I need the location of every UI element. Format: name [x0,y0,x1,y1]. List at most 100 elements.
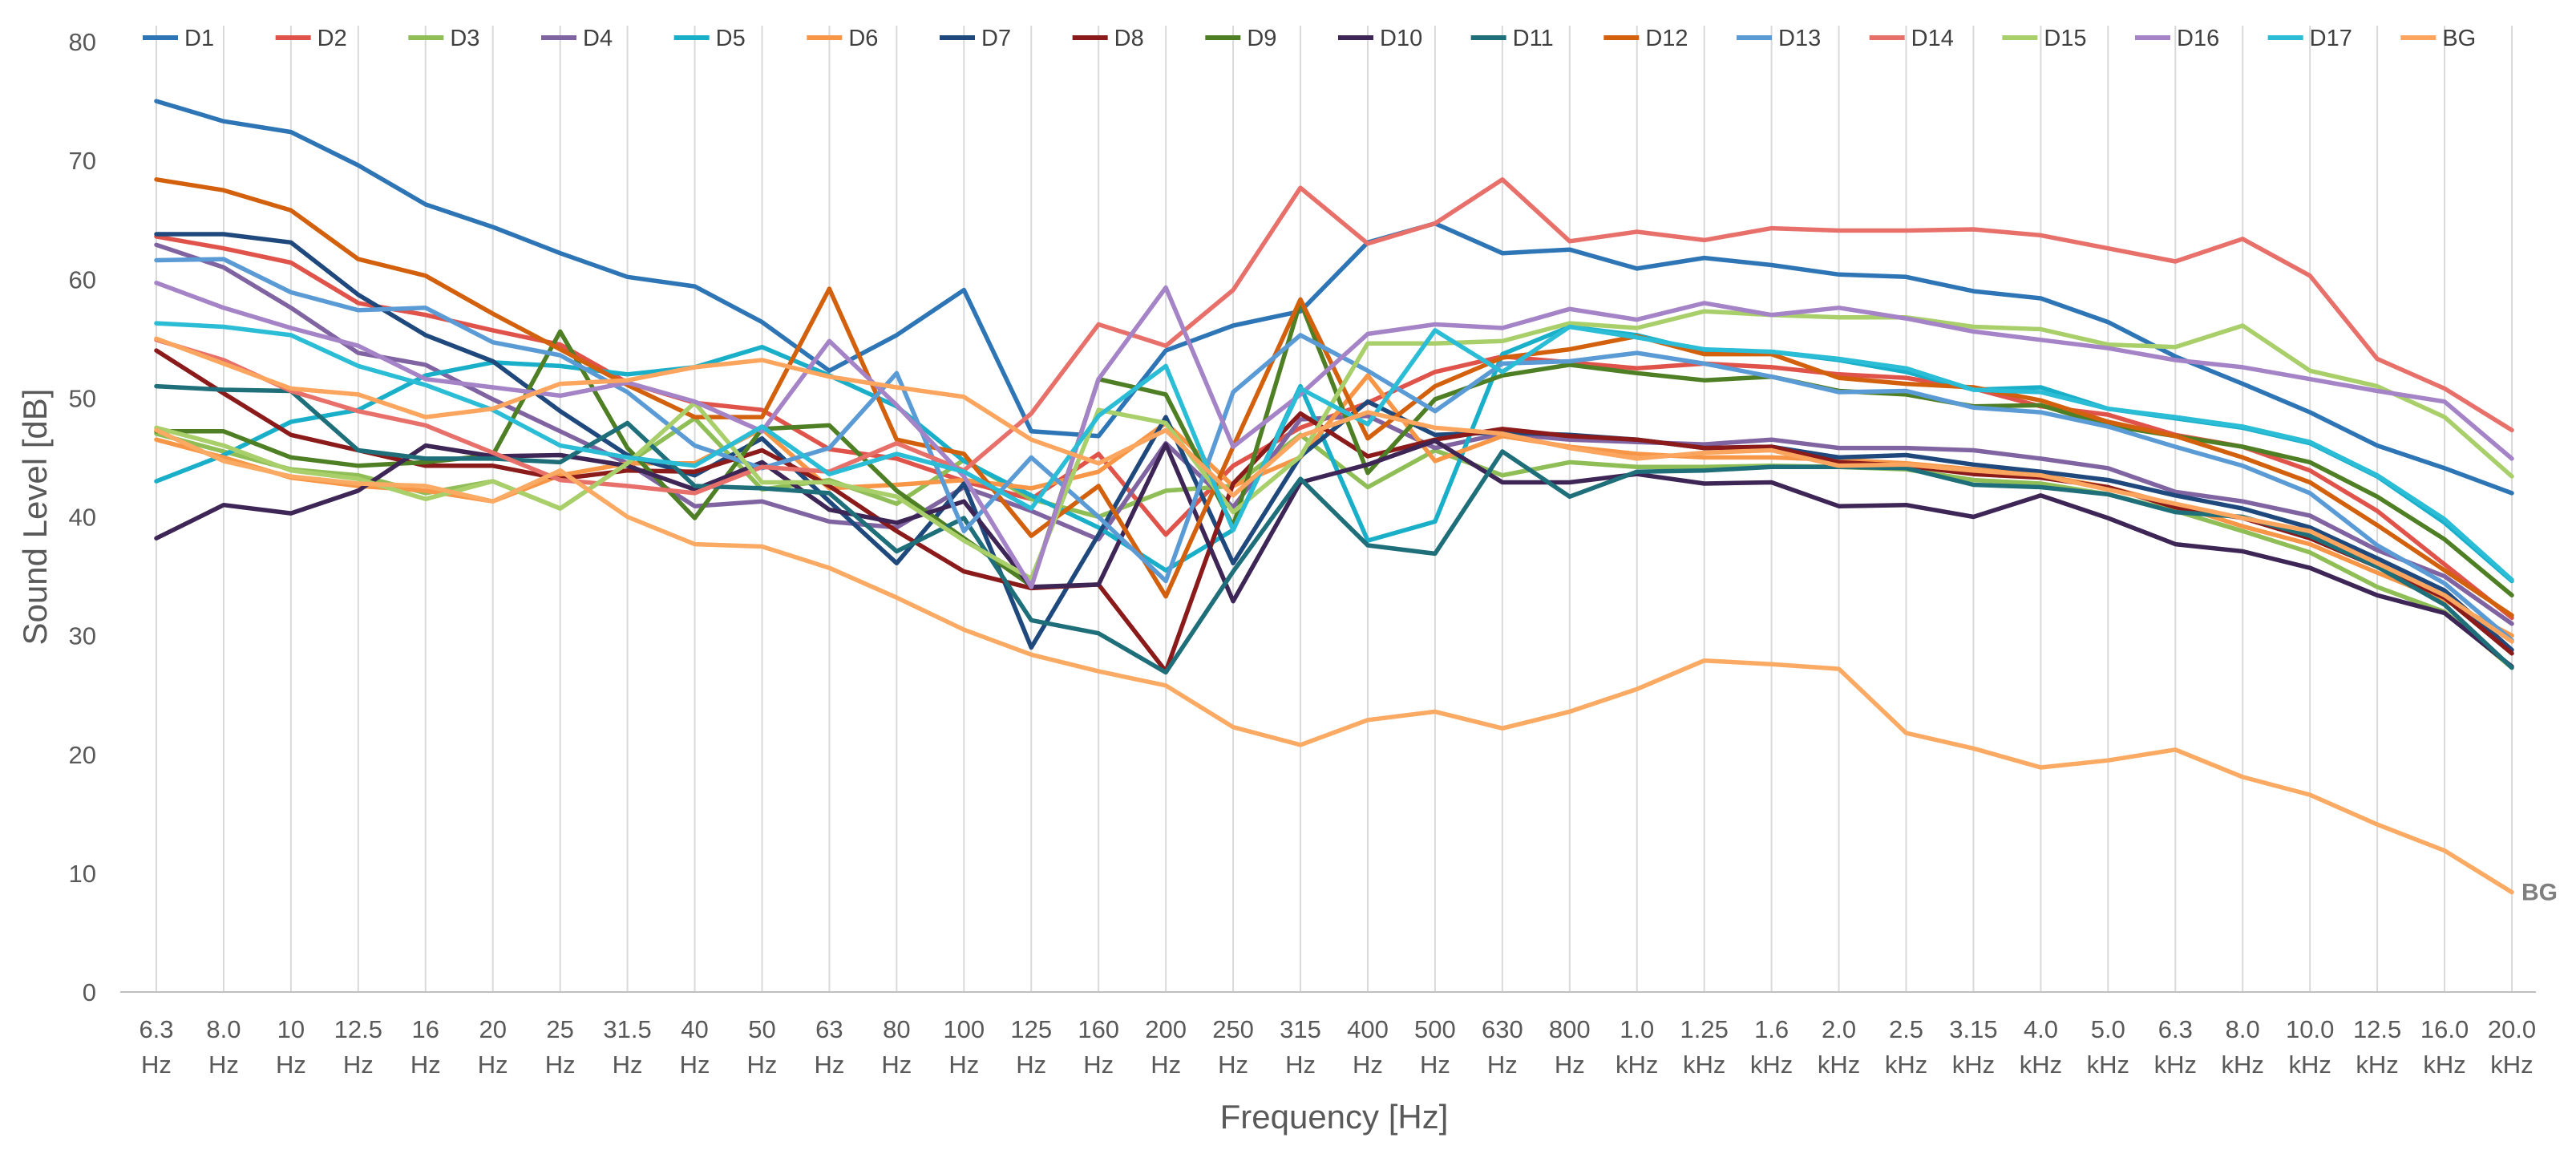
legend-label: D14 [1911,26,1954,51]
x-tick-label-value: 40 [681,1015,708,1043]
x-tick-label-unit: kHz [1818,1051,1860,1079]
series-line-bg-line [154,427,2514,895]
x-tick-label-unit: Hz [1218,1051,1248,1079]
x-tick-label-value: 1.6 [1754,1015,1789,1043]
x-tick-label-unit: kHz [1616,1051,1658,1079]
x-tick-label-unit: Hz [1353,1051,1383,1079]
x-tick-label-unit: kHz [2356,1051,2398,1079]
legend-item-d17: D17 [2267,26,2352,51]
legend-label: BG [2442,26,2476,51]
x-tick-label-value: 2.5 [1889,1015,1923,1043]
x-tick-label-value: 10 [277,1015,305,1043]
series-line-d17 [154,321,2514,582]
x-tick-label-value: 630 [1482,1015,1523,1043]
x-tick-label-value: 5.0 [2091,1015,2125,1043]
series-line-d10 [154,438,2514,669]
x-tick-label-unit: Hz [613,1051,643,1079]
legend-item-d16: D16 [2135,26,2219,51]
legend-item-d9: D9 [1205,26,1276,51]
y-tick-label: 50 [69,384,96,412]
legend-item-d15: D15 [2002,26,2087,51]
x-tick-label-value: 160 [1078,1015,1119,1043]
legend-item-d3: D3 [408,26,479,51]
legend-label: D4 [583,26,613,51]
legend-label: D12 [1645,26,1688,51]
series-line-d7 [154,232,2514,653]
x-tick-label-unit: Hz [1016,1051,1046,1079]
legend-item-bg: BG [2400,26,2476,51]
x-tick-label-unit: Hz [1555,1051,1585,1079]
x-tick-label-unit: Hz [747,1051,778,1079]
x-tick-label-unit: kHz [2423,1051,2465,1079]
x-tick-label-unit: Hz [814,1051,844,1079]
annotation-layer: BG [2521,880,2558,906]
x-tick-label-unit: Hz [1420,1051,1450,1079]
x-tick-label-value: 800 [1549,1015,1591,1043]
series-line-d13 [154,257,2514,643]
y-tick-label: 10 [69,860,96,888]
legend-item-d7: D7 [940,26,1011,51]
x-tick-label-value: 315 [1280,1015,1321,1043]
x-tick-label-value: 63 [815,1015,843,1043]
x-tick-label-value: 12.5 [334,1015,382,1043]
x-tick-label-unit: kHz [2490,1051,2533,1079]
legend-item-d12: D12 [1603,26,1688,51]
legend-label: D10 [1380,26,1422,51]
x-tick-label-unit: kHz [1952,1051,1995,1079]
x-tick-label-value: 1.25 [1680,1015,1729,1043]
x-tick-label-unit: Hz [1285,1051,1316,1079]
series-line-d1 [154,99,2514,496]
x-tick-label-unit: kHz [1885,1051,1927,1079]
x-tick-label-value: 20.0 [2488,1015,2536,1043]
legend-label: D13 [1778,26,1821,51]
series-line-d14 [154,177,2514,496]
series-line-d11 [154,383,2514,675]
x-tick-label-value: 500 [1414,1015,1456,1043]
x-tick-label-unit: Hz [1083,1051,1114,1079]
legend-label: D1 [184,26,214,51]
x-tick-label-value: 4.0 [2024,1015,2058,1043]
x-tick-label-value: 50 [748,1015,775,1043]
legend-item-d14: D14 [1869,26,1954,51]
x-tick-label-value: 6.3 [2158,1015,2193,1043]
legend-label: D5 [716,26,746,51]
x-tick-label-unit: Hz [276,1051,306,1079]
y-tick-label: 80 [69,28,96,56]
x-tick-label-unit: Hz [1487,1051,1518,1079]
legend-label: D7 [981,26,1011,51]
x-tick-label-unit: Hz [208,1051,239,1079]
series-layer [154,99,2514,895]
y-tick-label: 30 [69,622,96,650]
x-tick-label-value: 10.0 [2286,1015,2334,1043]
x-tick-label-value: 6.3 [139,1015,173,1043]
legend-label: D17 [2310,26,2352,51]
legend-item-d5: D5 [673,26,746,51]
x-tick-label-value: 8.0 [2226,1015,2260,1043]
y-axis-title: Sound Level [dB] [16,389,54,646]
legend-label: D16 [2177,26,2219,51]
x-tick-label-unit: kHz [2288,1051,2331,1079]
x-tick-label-unit: kHz [2222,1051,2264,1079]
x-tick-label-unit: Hz [1151,1051,1181,1079]
x-tick-label-unit: Hz [680,1051,710,1079]
legend: D1 D2 D3 D4 D5 D6 D7 D8 D9 D10 D11 D12 D13 D14 D15 D16 D… [143,26,2476,51]
x-tick-label-unit: Hz [478,1051,508,1079]
legend-item-d2: D2 [275,26,347,51]
x-tick-label-value: 200 [1145,1015,1187,1043]
x-tick-label-value: 31.5 [603,1015,651,1043]
x-tick-label-unit: Hz [410,1051,441,1079]
x-tick-label-unit: Hz [141,1051,172,1079]
series-line-d16 [154,280,2514,589]
x-tick-label-value: 8.0 [206,1015,241,1043]
x-tick-label-unit: kHz [2154,1051,2197,1079]
y-tick-label: 70 [69,147,96,175]
legend-item-d10: D10 [1338,26,1422,51]
legend-item-d6: D6 [807,26,878,51]
x-tick-label-unit: Hz [881,1051,912,1079]
x-tick-label-unit: kHz [1683,1051,1725,1079]
x-tick-label-unit: kHz [2087,1051,2129,1079]
y-tick-label: 0 [83,978,96,1006]
legend-item-d8: D8 [1072,26,1144,51]
